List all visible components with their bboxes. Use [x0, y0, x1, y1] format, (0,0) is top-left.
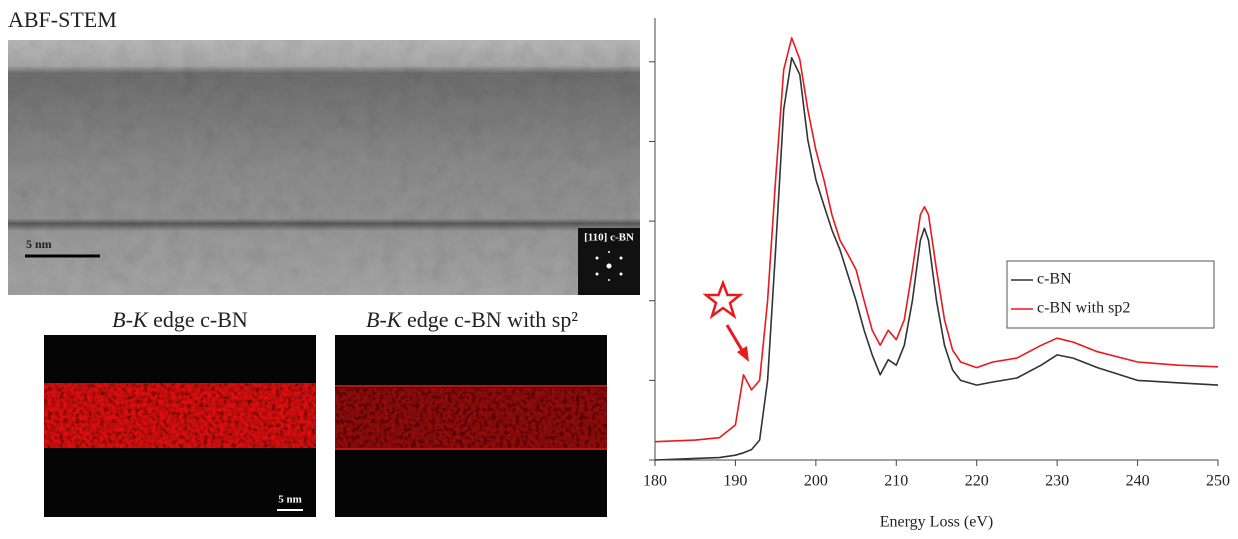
- legend-box: [1006, 260, 1215, 329]
- map-signal: [335, 388, 607, 448]
- scale-bar-label: 5 nm: [278, 494, 302, 506]
- panel-title-element: B-K: [112, 307, 149, 332]
- panel-title-element: B-K: [366, 307, 403, 332]
- x-tick-label: 230: [1045, 473, 1069, 490]
- diffraction-spots: [595, 251, 623, 281]
- legend-label: c-BN: [1037, 271, 1072, 288]
- x-tick-label: 190: [723, 473, 747, 490]
- eels-chart: 180 190 200 210 220 230 240 250 Energy Loss (eV)…: [643, 18, 1230, 531]
- panel-title-rest: edge c-BN with sp²: [407, 307, 578, 332]
- series-line: [654, 57, 1219, 461]
- annotation-star: [702, 279, 744, 320]
- x-tick-label: 220: [965, 473, 989, 490]
- x-tick-label: 180: [643, 473, 667, 490]
- legend-label: c-BN with sp2: [1037, 300, 1130, 317]
- annotation-arrowhead: [737, 346, 749, 362]
- annotation-arrow: [725, 324, 745, 353]
- scale-bar-label: 5 nm: [26, 237, 52, 251]
- series-line: [654, 37, 1219, 443]
- diffraction-inset: [578, 228, 640, 295]
- x-tick-label: 210: [884, 473, 908, 490]
- panel-title: B-K edge c-BN: [112, 307, 248, 332]
- stem-image: [8, 40, 640, 295]
- panel-title-rest: edge c-BN: [153, 307, 248, 332]
- map-signal: [44, 383, 316, 448]
- x-tick-label: 200: [804, 473, 828, 490]
- x-tick-label: 240: [1126, 473, 1150, 490]
- x-axis-label: Energy Loss (eV): [880, 514, 993, 531]
- stem-title: ABF-STEM: [8, 7, 117, 32]
- panel-title: B-K edge c-BN with sp²: [366, 307, 578, 332]
- x-tick-label: 250: [1206, 473, 1230, 490]
- inset-label: [110] c-BN: [584, 232, 634, 244]
